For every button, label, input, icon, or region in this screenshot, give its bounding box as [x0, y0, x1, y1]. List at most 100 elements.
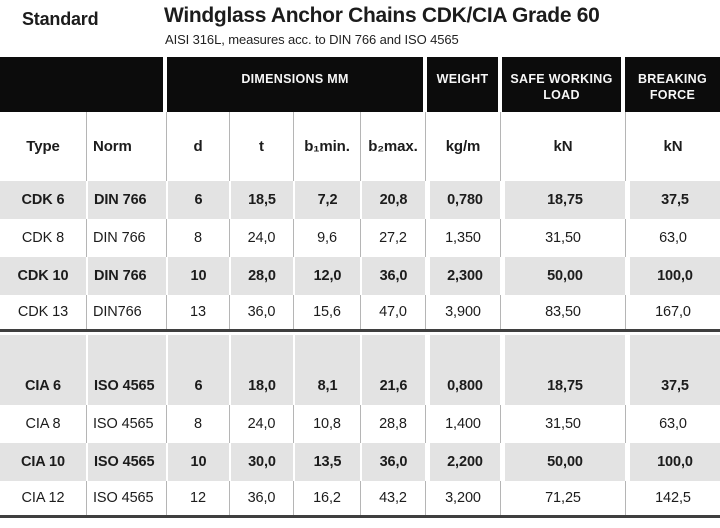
- table-cell: 31,50: [500, 219, 625, 257]
- table-row: CDK 8 DIN 766 8 24,0 9,6 27,2 1,350 31,50 63,0: [0, 219, 720, 257]
- table-body-cia: CIA 6 ISO 4565 6 18,0 8,1 21,6 0,800 18,75 37,5 C…: [0, 367, 720, 515]
- table-cell: ISO 4565: [86, 481, 166, 515]
- title-block: Standard Windglass Anchor Chains CDK/CIA…: [0, 0, 720, 57]
- table-cell: 71,25: [500, 481, 625, 515]
- column-header-kn-bf: kN: [625, 112, 720, 181]
- table-cell: 36,0: [360, 443, 425, 481]
- table-group-header-band: DIMENSIONS MM WEIGHT SAFE WORKING LOAD B…: [0, 57, 720, 112]
- table-cell: 3,200: [425, 481, 500, 515]
- table-cell: 43,2: [360, 481, 425, 515]
- table-cell: DIN 766: [86, 219, 166, 257]
- table-cell: 31,50: [500, 405, 625, 443]
- column-header-b1min: b₁min.: [293, 112, 360, 181]
- table-cell: 1,350: [425, 219, 500, 257]
- column-header-d: d: [166, 112, 229, 181]
- page-subtitle: AISI 316L, measures acc. to DIN 766 and …: [165, 32, 459, 47]
- table-cell: 7,2: [293, 181, 360, 219]
- table-cell: 18,75: [500, 367, 625, 405]
- band-weight-label: WEIGHT: [427, 57, 498, 112]
- band-blank-segment: [0, 57, 163, 112]
- spacer-cell: [166, 335, 229, 367]
- table-cell: 10: [166, 443, 229, 481]
- table-cell: 9,6: [293, 219, 360, 257]
- table-row: CDK 13 DIN766 13 36,0 15,6 47,0 3,900 83,50 167,…: [0, 295, 720, 329]
- table-row: CIA 12 ISO 4565 12 36,0 16,2 43,2 3,200 71,25 14…: [0, 481, 720, 515]
- table-cell: 100,0: [625, 257, 720, 295]
- table-cell: 18,75: [500, 181, 625, 219]
- table-cell: CDK 6: [0, 181, 86, 219]
- table-cell: ISO 4565: [86, 367, 166, 405]
- table-cell: 0,800: [425, 367, 500, 405]
- column-header-b2max: b₂max.: [360, 112, 425, 181]
- section-divider-rule: [0, 329, 720, 332]
- table-cell: ISO 4565: [86, 405, 166, 443]
- table-cell: 8,1: [293, 367, 360, 405]
- table-cell: 1,400: [425, 405, 500, 443]
- table-cell: 16,2: [293, 481, 360, 515]
- table-cell: 24,0: [229, 405, 293, 443]
- table-body-cdk: CDK 6 DIN 766 6 18,5 7,2 20,8 0,780 18,75 37,5 CD…: [0, 181, 720, 329]
- table-cell: 83,50: [500, 295, 625, 329]
- table-cell: CDK 8: [0, 219, 86, 257]
- table-cell: 37,5: [625, 181, 720, 219]
- table-cell: 24,0: [229, 219, 293, 257]
- column-header-kgm: kg/m: [425, 112, 500, 181]
- band-breaking-force-label: BREAKING FORCE: [625, 57, 720, 112]
- spacer-cell: [500, 335, 625, 367]
- column-header-norm: Norm: [86, 112, 166, 181]
- table-cell: 50,00: [500, 443, 625, 481]
- section-spacer-row: [0, 335, 720, 367]
- spacer-cell: [0, 335, 86, 367]
- table-row: CIA 8 ISO 4565 8 24,0 10,8 28,8 1,400 31,50 63,0: [0, 405, 720, 443]
- table-cell: CIA 12: [0, 481, 86, 515]
- table-cell: 13,5: [293, 443, 360, 481]
- spacer-cell: [293, 335, 360, 367]
- table-cell: 12: [166, 481, 229, 515]
- table-cell: 0,780: [425, 181, 500, 219]
- table-cell: 37,5: [625, 367, 720, 405]
- table-cell: 6: [166, 181, 229, 219]
- table-cell: CIA 6: [0, 367, 86, 405]
- table-cell: 47,0: [360, 295, 425, 329]
- column-header-type: Type: [26, 138, 60, 155]
- table-cell: 142,5: [625, 481, 720, 515]
- table-row: CDK 6 DIN 766 6 18,5 7,2 20,8 0,780 18,75 37,5: [0, 181, 720, 219]
- table-cell: 18,0: [229, 367, 293, 405]
- table-cell: 18,5: [229, 181, 293, 219]
- table-cell: 2,200: [425, 443, 500, 481]
- table-row: CIA 10 ISO 4565 10 30,0 13,5 36,0 2,200 50,00 10…: [0, 443, 720, 481]
- table-cell: 28,8: [360, 405, 425, 443]
- table-cell: 2,300: [425, 257, 500, 295]
- table-cell: 63,0: [625, 405, 720, 443]
- column-header-row: Type Norm d t b₁min. b₂max. kg/m kN kN: [0, 112, 720, 181]
- spacer-cell: [625, 335, 720, 367]
- table-cell: 10,8: [293, 405, 360, 443]
- table-cell: 100,0: [625, 443, 720, 481]
- table-cell: DIN766: [86, 295, 166, 329]
- table-cell: 50,00: [500, 257, 625, 295]
- table-cell: 27,2: [360, 219, 425, 257]
- band-dimensions-label: DIMENSIONS MM: [167, 57, 423, 112]
- table-row: CDK 10 DIN 766 10 28,0 12,0 36,0 2,300 50,00 100…: [0, 257, 720, 295]
- table-cell: CDK 13: [0, 295, 86, 329]
- table-cell: 63,0: [625, 219, 720, 257]
- table-cell: 167,0: [625, 295, 720, 329]
- column-header-kn-swl: kN: [500, 112, 625, 181]
- table-cell: DIN 766: [86, 257, 166, 295]
- spacer-cell: [86, 335, 166, 367]
- table-cell: 13: [166, 295, 229, 329]
- column-header-t: t: [229, 112, 293, 181]
- spacer-cell: [360, 335, 425, 367]
- table-cell: 8: [166, 219, 229, 257]
- band-safe-working-load-label: SAFE WORKING LOAD: [502, 57, 621, 112]
- table-cell: CDK 10: [0, 257, 86, 295]
- table-cell: CIA 10: [0, 443, 86, 481]
- section-gap: [0, 332, 720, 335]
- table-cell: DIN 766: [86, 181, 166, 219]
- table-cell: 20,8: [360, 181, 425, 219]
- table-cell: 36,0: [360, 257, 425, 295]
- table-cell: CIA 8: [0, 405, 86, 443]
- table-cell: 36,0: [229, 481, 293, 515]
- table-cell: 10: [166, 257, 229, 295]
